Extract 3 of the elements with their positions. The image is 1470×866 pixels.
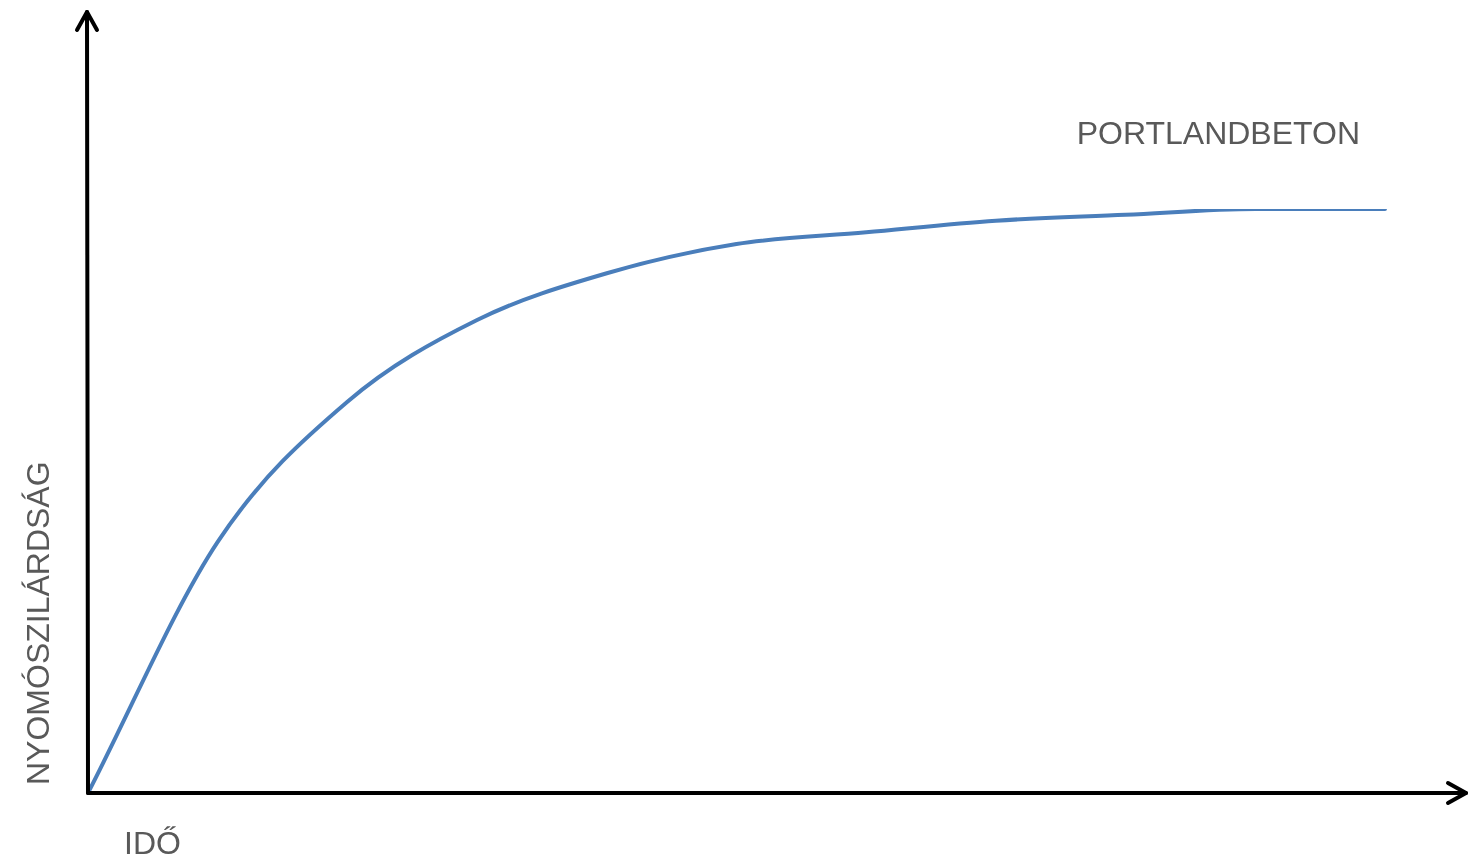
y-axis-title: NYOMÓSZILÁRDSÁG xyxy=(20,461,57,785)
series-label: PORTLANDBETON xyxy=(1076,115,1360,152)
x-axis-title: IDŐ xyxy=(124,825,181,862)
